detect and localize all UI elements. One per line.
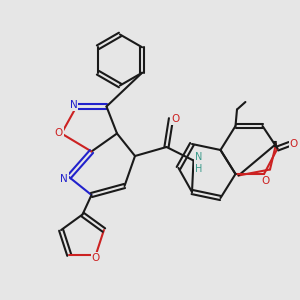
Text: N
H: N H xyxy=(195,152,202,174)
Text: N: N xyxy=(70,100,77,110)
Text: O: O xyxy=(290,139,298,149)
Text: O: O xyxy=(261,176,270,186)
Text: N: N xyxy=(60,173,68,184)
Text: O: O xyxy=(54,128,63,139)
Text: O: O xyxy=(171,113,180,124)
Text: O: O xyxy=(92,253,100,263)
